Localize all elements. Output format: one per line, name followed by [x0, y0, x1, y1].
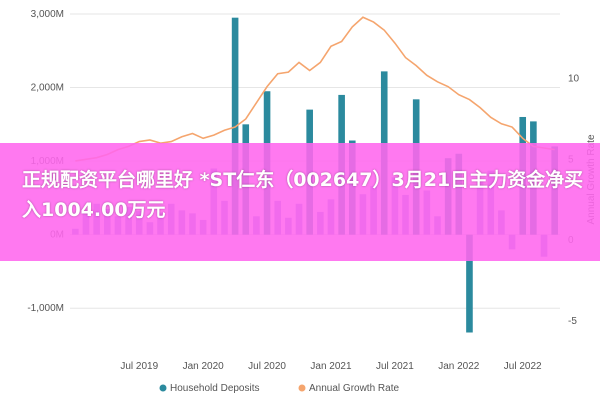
bar: [466, 234, 473, 333]
x-axis-ticks: Jul 2019 Jan 2020 Jul 2020 Jan 2021 Jul 2021…: [120, 361, 542, 372]
legend-deposits-label: Household Deposits: [170, 383, 260, 394]
x-axis-tick-label: Jan 2021: [310, 361, 352, 372]
x-axis-tick-label: Jul 2019: [120, 361, 158, 372]
x-axis-tick-label: Jan 2022: [438, 361, 480, 372]
x-axis-tick-label: Jul 2020: [248, 361, 286, 372]
legend: Household Deposits Annual Growth Rate: [159, 383, 399, 394]
left-axis-tick-label: 2,000M: [31, 83, 64, 94]
x-axis-tick-label: Jul 2021: [376, 361, 414, 372]
left-axis-tick-label: -1,000M: [27, 303, 64, 314]
legend-growth-label: Annual Growth Rate: [309, 383, 399, 394]
growth-rate-line: [75, 16, 555, 162]
headline-banner: 正规配资平台哪里好 *ST仁东（002647）3月21日主力资金净买入1004.…: [0, 143, 600, 261]
growth-rate-polyline: [75, 16, 555, 162]
legend-deposits-marker: [159, 384, 167, 392]
legend-growth-marker: [298, 384, 306, 392]
x-axis-tick-label: Jan 2020: [183, 361, 225, 372]
right-axis-tick-label: -5: [568, 316, 577, 327]
right-axis-tick-label: 10: [568, 74, 580, 85]
x-axis-tick-label: Jul 2022: [504, 361, 542, 372]
left-axis-tick-label: 3,000M: [31, 9, 64, 20]
headline-text[interactable]: 正规配资平台哪里好 *ST仁东（002647）3月21日主力资金净买入1004.…: [22, 169, 584, 221]
